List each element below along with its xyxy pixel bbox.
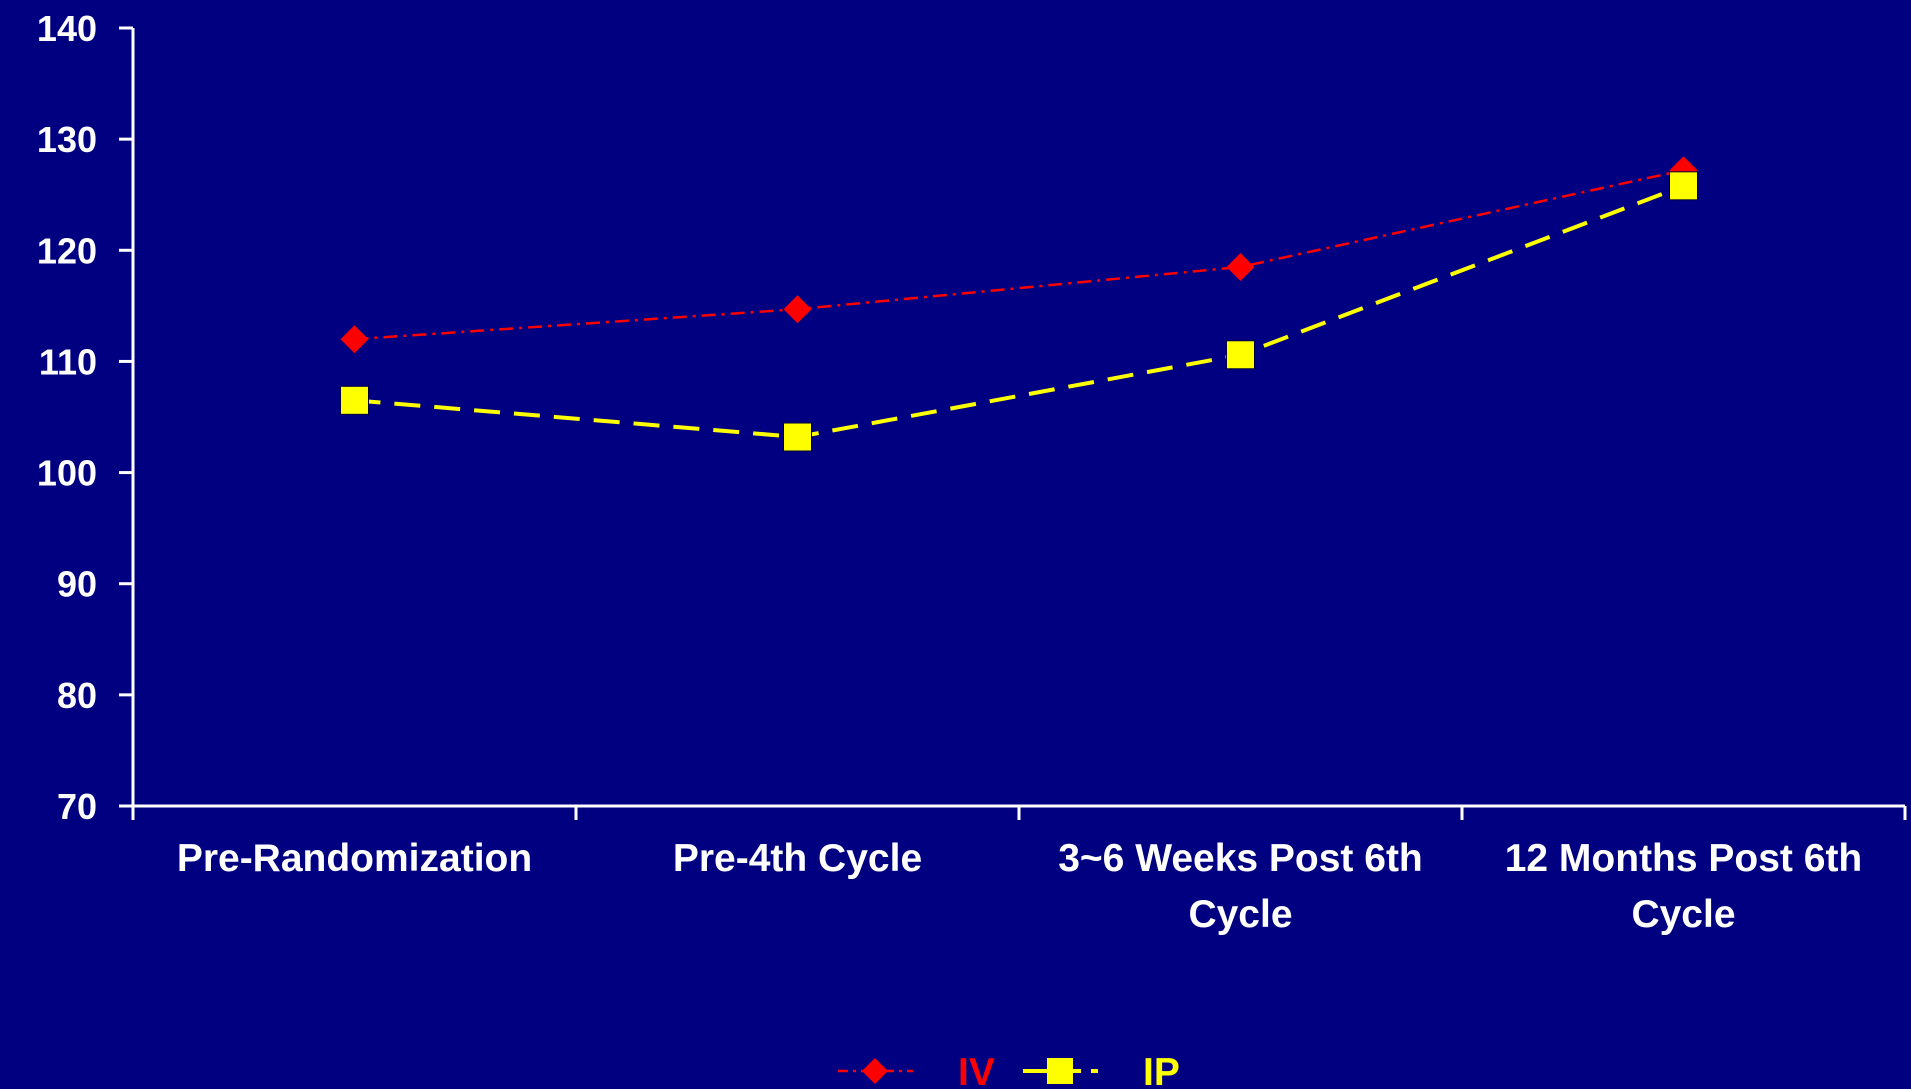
x-category-label-line: Cycle <box>1631 893 1735 936</box>
legend: IV IP <box>838 1051 1180 1089</box>
x-category-label-line: Pre-4th Cycle <box>673 837 922 880</box>
x-category-label-line: 3~6 Weeks Post 6th <box>1058 837 1423 880</box>
series-line <box>355 170 1684 339</box>
axes: 70 80 90 100 110 120 130 140 Pre-Randomization Pr… <box>37 8 1905 936</box>
x-category-label-line: 12 Months Post 6th <box>1505 837 1863 880</box>
data-point <box>784 295 812 323</box>
x-category-label: 12 Months Post 6th Cycle <box>1505 837 1863 936</box>
legend-entry: IV <box>838 1051 995 1089</box>
series-line <box>355 186 1684 437</box>
series-layer <box>341 156 1698 451</box>
y-tick-label: 90 <box>57 564 97 605</box>
data-point <box>1670 172 1698 200</box>
data-point <box>1227 341 1255 369</box>
data-point <box>341 325 369 353</box>
x-category-label-line: Pre-Randomization <box>177 837 532 880</box>
data-point <box>784 423 812 451</box>
legend-diamond-marker <box>862 1058 888 1084</box>
y-tick-label: 120 <box>37 230 97 271</box>
legend-entry: IP <box>1023 1051 1180 1089</box>
x-category-label: Pre-4th Cycle <box>673 837 922 880</box>
y-tick-label: 130 <box>37 119 97 160</box>
series-IP <box>341 172 1698 451</box>
data-point <box>341 386 369 414</box>
x-category-label-line: Cycle <box>1188 893 1292 936</box>
x-category-label: Pre-Randomization <box>177 837 532 880</box>
y-tick-label: 110 <box>39 341 97 382</box>
legend-square-marker <box>1047 1058 1073 1084</box>
legend-label: IP <box>1143 1051 1180 1089</box>
y-tick-label: 100 <box>37 453 97 494</box>
legend-label: IV <box>958 1051 995 1089</box>
y-tick-label: 70 <box>57 786 97 827</box>
series-IV <box>341 156 1698 353</box>
data-point <box>1227 253 1255 281</box>
x-category-label: 3~6 Weeks Post 6th Cycle <box>1058 837 1423 936</box>
y-tick-label: 140 <box>37 8 97 49</box>
y-tick-label: 80 <box>57 675 97 716</box>
